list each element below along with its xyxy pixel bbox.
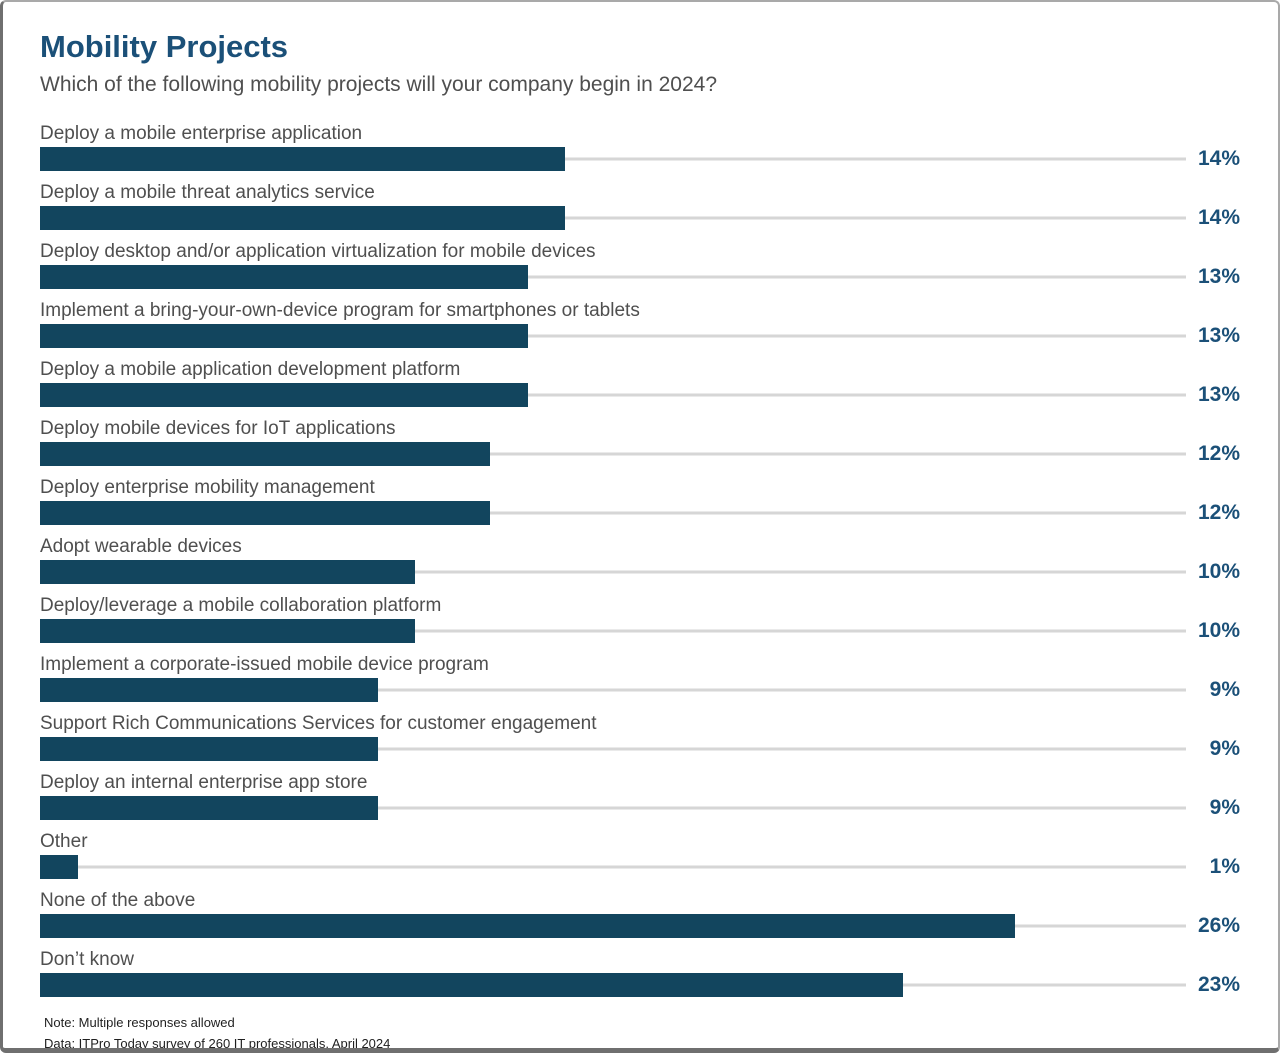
bar [40, 678, 378, 702]
bar-category-label: Implement a corporate-issued mobile devi… [40, 654, 489, 675]
bar [40, 560, 415, 584]
bar [40, 206, 565, 230]
chart-title: Mobility Projects [40, 29, 289, 64]
bar-category-label: Implement a bring-your-own-device progra… [40, 300, 640, 321]
bar-track [40, 501, 1186, 525]
bar-value-label: 9% [1209, 678, 1240, 701]
bar-track [40, 737, 1186, 761]
bar-value-label: 14% [1197, 147, 1240, 170]
bar-category-label: Deploy mobile devices for IoT applicatio… [40, 418, 396, 439]
bar-track [40, 914, 1186, 938]
bar-category-label: Adopt wearable devices [40, 536, 242, 557]
bar-category-label: Deploy a mobile enterprise application [40, 123, 363, 144]
bar-category-label: Deploy an internal enterprise app store [40, 772, 368, 793]
bar-track [40, 383, 1186, 407]
bar-category-label: None of the above [40, 890, 196, 911]
bar-track [40, 324, 1186, 348]
bar [40, 383, 528, 407]
bar [40, 855, 78, 879]
bar-category-label: Support Rich Communications Services for… [40, 713, 597, 734]
chart-header: Mobility Projects Which of the following… [3, 2, 1278, 99]
bar-track [40, 206, 1186, 230]
bar-track [40, 973, 1186, 997]
bar-value-label: 12% [1197, 501, 1240, 524]
bar-track [40, 855, 1186, 879]
bar-value-label: 1% [1209, 855, 1240, 878]
bar-row: Adopt wearable devices 10% [40, 534, 1278, 593]
bar-category-label: Deploy/leverage a mobile collaboration p… [40, 595, 442, 616]
note-text: Note: Multiple responses allowed [44, 1015, 235, 1030]
bar-row: Deploy an internal enterprise app store … [40, 770, 1278, 829]
bar [40, 619, 415, 643]
bar-track [40, 560, 1186, 584]
bar [40, 737, 378, 761]
bar-row: Deploy a mobile enterprise application 1… [40, 121, 1278, 180]
bar-category-label: Deploy desktop and/or application virtua… [40, 241, 596, 262]
bar-row: Don’t know 23% [40, 947, 1278, 1006]
bar-category-label: Deploy enterprise mobility management [40, 477, 375, 498]
chart-footer: Note: Multiple responses allowed Data: I… [3, 1006, 1278, 1051]
bar-track [40, 678, 1186, 702]
bar [40, 914, 1015, 938]
bar-value-label: 14% [1197, 206, 1240, 229]
bar-row: Implement a corporate-issued mobile devi… [40, 652, 1278, 711]
bar [40, 501, 490, 525]
bar-category-label: Deploy a mobile threat analytics service [40, 182, 375, 203]
bar-value-label: 13% [1197, 324, 1240, 347]
bar-value-label: 10% [1197, 560, 1240, 583]
bar-row: None of the above 26% [40, 888, 1278, 947]
bar [40, 973, 903, 997]
bar-track [40, 442, 1186, 466]
bar-value-label: 9% [1209, 796, 1240, 819]
bar-value-label: 12% [1197, 442, 1240, 465]
bar-row: Deploy desktop and/or application virtua… [40, 239, 1278, 298]
bar [40, 147, 565, 171]
bar-row: Deploy enterprise mobility management 12… [40, 475, 1278, 534]
bar-row: Support Rich Communications Services for… [40, 711, 1278, 770]
bar-category-label: Don’t know [40, 949, 134, 970]
bar [40, 796, 378, 820]
bar-category-label: Other [40, 831, 88, 852]
bar-row: Deploy mobile devices for IoT applicatio… [40, 416, 1278, 475]
bar-value-label: 26% [1197, 914, 1240, 937]
bar-value-label: 9% [1209, 737, 1240, 760]
bar-row: Implement a bring-your-own-device progra… [40, 298, 1278, 357]
chart-subtitle: Which of the following mobility projects… [40, 73, 718, 96]
bar-value-label: 13% [1197, 383, 1240, 406]
bar [40, 324, 528, 348]
bar-track [40, 619, 1186, 643]
bar [40, 442, 490, 466]
bar-category-label: Deploy a mobile application development … [40, 359, 461, 380]
bar-row: Deploy a mobile application development … [40, 357, 1278, 416]
source-text: Data: ITPro Today survey of 260 IT profe… [44, 1036, 391, 1051]
bar-track [40, 265, 1186, 289]
bar-value-label: 10% [1197, 619, 1240, 642]
bar-value-label: 13% [1197, 265, 1240, 288]
bar-row: Deploy a mobile threat analytics service… [40, 180, 1278, 239]
bar-track [40, 147, 1186, 171]
bar-row: Other 1% [40, 829, 1278, 888]
bar [40, 265, 528, 289]
bar-chart: Deploy a mobile enterprise application 1… [3, 121, 1278, 1006]
bar-row: Deploy/leverage a mobile collaboration p… [40, 593, 1278, 652]
bar-track [40, 796, 1186, 820]
bar-value-label: 23% [1197, 973, 1240, 996]
